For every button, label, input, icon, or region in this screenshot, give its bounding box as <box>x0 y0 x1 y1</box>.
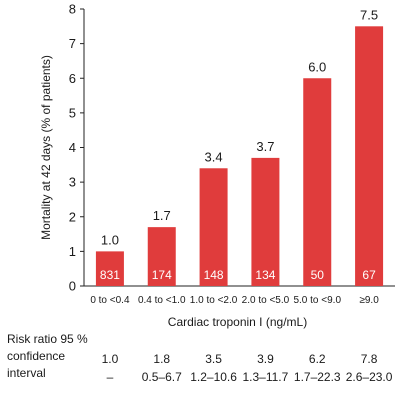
labels: 1.0 831 0 to <0.4 1.7 174 0.4 to <1.0 3.4 148 1.… <box>90 7 379 306</box>
risk-ratio-value: 1.0 <box>101 352 119 366</box>
risk-ratio-label-line-3: interval <box>7 366 46 380</box>
bar-value-label: 6.0 <box>308 59 326 74</box>
confidence-interval-value: 1.3–11.7 <box>242 370 289 384</box>
x-tick-label: 5.0 to <9.0 <box>293 295 341 306</box>
risk-ratio-value: 3.9 <box>257 352 274 366</box>
y-tick-label: 2 <box>69 209 76 224</box>
risk-ratio-label-line-2: confidence <box>7 349 66 363</box>
bar-value-label: 1.7 <box>153 208 171 223</box>
risk-ratio-value: 1.8 <box>153 352 171 366</box>
x-tick-label: ≥9.0 <box>359 295 379 306</box>
bar-count-label: 67 <box>362 268 376 282</box>
bar <box>147 227 176 286</box>
bar <box>199 168 228 286</box>
y-tick-label: 0 <box>69 279 76 294</box>
confidence-interval-value: 1.2–10.6 <box>190 370 237 384</box>
bars <box>95 26 384 286</box>
y-tick-label: 8 <box>69 2 76 17</box>
x-axis-title: Cardiac troponin I (ng/mL) <box>168 315 307 329</box>
risk-ratio-label-line-1: Risk ratio 95 % <box>7 332 88 346</box>
x-tick-label: 0.4 to <1.0 <box>138 295 186 306</box>
bar-value-label: 7.5 <box>360 7 378 22</box>
risk-ratio-value: 6.2 <box>308 352 326 366</box>
bar <box>355 26 384 286</box>
y-tick-label: 3 <box>69 175 76 190</box>
bar-value-label: 1.0 <box>101 232 119 247</box>
x-tick-label: 2.0 to <5.0 <box>242 295 290 306</box>
y-axis-title: Mortality at 42 days (% of patients) <box>39 55 53 240</box>
bar-value-label: 3.4 <box>205 149 223 164</box>
bar <box>251 157 280 286</box>
y-tick-label: 5 <box>69 105 76 120</box>
bar-count-label: 831 <box>100 268 120 282</box>
bar-count-label: 134 <box>255 268 275 282</box>
bar-count-label: 50 <box>311 268 325 282</box>
risk-ratio-value: 7.8 <box>360 352 378 366</box>
bar-value-label: 3.7 <box>256 139 274 154</box>
confidence-interval-value: 1.7–22.3 <box>293 370 341 384</box>
confidence-interval-value: – <box>106 370 114 384</box>
bar <box>303 78 332 286</box>
x-tick-label: 0 to <0.4 <box>90 295 130 306</box>
y-tick-label: 4 <box>69 140 76 155</box>
y-tick-label: 6 <box>69 71 76 86</box>
bar-count-label: 148 <box>204 268 224 282</box>
confidence-interval-value: 0.5–6.7 <box>141 370 182 384</box>
risk-ratio-label: Risk ratio 95 % confidence interval <box>7 331 97 382</box>
y-tick-label: 1 <box>69 244 76 259</box>
risk-ratio-value: 3.5 <box>205 352 222 366</box>
y-tick-label: 7 <box>69 36 76 51</box>
bar <box>95 251 124 286</box>
confidence-interval-value: 2.6–23.0 <box>345 370 393 384</box>
x-tick-label: 1.0 to <2.0 <box>190 295 238 306</box>
bar-count-label: 174 <box>152 268 172 282</box>
